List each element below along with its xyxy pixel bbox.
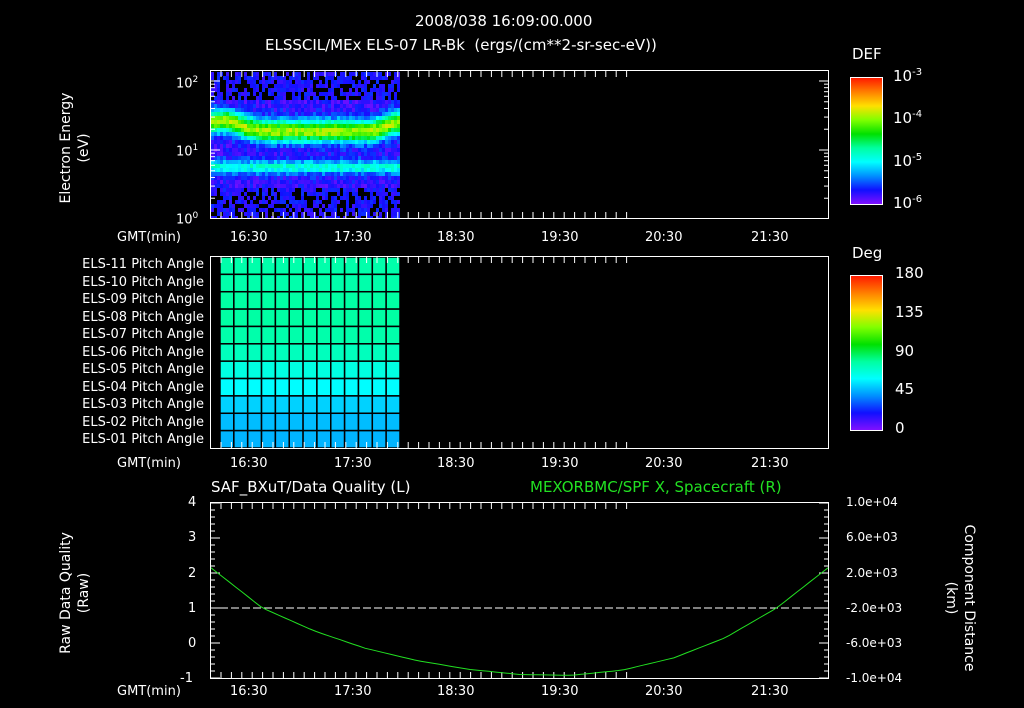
panel3-left-ytick: 4	[188, 495, 197, 510]
pitch-row-label: ELS-05 Pitch Angle	[82, 362, 204, 377]
panel1-cbar-label-1e-5: 10-5	[893, 152, 923, 170]
panel2-xtick-5: 20:30	[645, 456, 683, 471]
panel1-colorbar	[850, 77, 883, 205]
panel1-xtick-3: 18:30	[437, 230, 475, 245]
panel2-cbar-label-90: 90	[895, 342, 915, 360]
panel1-ylabel: Electron Energy (eV)	[57, 83, 93, 213]
panel3-right-ytick: 2.0e+03	[846, 566, 898, 580]
panel3-left-ytick: 1	[188, 601, 197, 616]
panel1-xaxis-label: GMT(min)	[117, 230, 181, 245]
pitch-row-label: ELS-10 Pitch Angle	[82, 274, 204, 290]
panel3-xaxis-label: GMT(min)	[117, 684, 181, 699]
panel3-right-ytick: -1.0e+04	[846, 671, 903, 685]
panel3-xtick-4: 19:30	[541, 684, 579, 699]
panel3-left-ytick: 2	[188, 566, 197, 581]
panel2-colorbar	[850, 275, 883, 431]
panel1-xtick-1: 16:30	[230, 230, 268, 245]
line-plot-image	[210, 502, 829, 679]
panel2-cbar-label-45: 45	[895, 380, 915, 398]
panel3-right-ytick: 6.0e+03	[846, 530, 898, 544]
panel1-ylabel-line1: Electron Energy	[58, 92, 74, 204]
panel2-cbar-label-135: 135	[895, 303, 924, 321]
panel2-cbar-label-180: 180	[895, 264, 924, 282]
pitch-row-label: ELS-07 Pitch Angle	[82, 327, 204, 342]
panel3-right-ylabel: Component Distance (km)	[942, 518, 978, 678]
plot-subtitle: ELSSCIL/MEx ELS-07 LR-Bk (ergs/(cm**2-sr…	[265, 36, 657, 54]
panel1-xtick-2: 17:30	[334, 230, 372, 245]
panel2-xtick-2: 17:30	[334, 456, 372, 471]
line-plot	[210, 502, 829, 679]
panel1-cbar-label-1e-3: 10-3	[893, 67, 923, 85]
pitch-row-label: ELS-09 Pitch Angle	[82, 292, 204, 307]
panel2-xaxis-label: GMT(min)	[117, 456, 181, 471]
panel2-xtick-6: 21:30	[751, 456, 789, 471]
panel3-right-ytick: 1.0e+04	[846, 495, 898, 509]
pitch-angle-image	[210, 256, 829, 449]
panel3-left-ylabel-line2: (Raw)	[76, 572, 92, 614]
panel3-right-ytick: -6.0e+03	[846, 636, 903, 650]
panel3-right-ylabel-line1: Component Distance	[961, 524, 977, 672]
panel3-xtick-1: 16:30	[230, 684, 268, 699]
panel3-xtick-6: 21:30	[751, 684, 789, 699]
spectrogram-plot	[210, 70, 829, 219]
panel2-cbar-label-0: 0	[895, 419, 905, 437]
pitch-row-label: ELS-02 Pitch Angle	[82, 414, 204, 430]
panel1-xtick-4: 19:30	[541, 230, 579, 245]
panel3-left-ylabel: Raw Data Quality (Raw)	[57, 528, 93, 658]
pitch-row-label: ELS-11 Pitch Angle	[82, 257, 204, 272]
panel1-colorbar-title: DEF	[852, 45, 882, 63]
panel3-left-title: SAF_BXuT/Data Quality (L)	[211, 478, 411, 496]
panel3-right-title: MEXORBMC/SPF X, Spacecraft (R)	[530, 478, 782, 496]
panel3-left-ylabel-line1: Raw Data Quality	[58, 532, 74, 654]
pitch-row-label: ELS-01 Pitch Angle	[82, 432, 204, 447]
panel3-left-ytick: 3	[188, 530, 197, 545]
panel2-xtick-3: 18:30	[437, 456, 475, 471]
panel1-ylabel-line2: (eV)	[76, 133, 92, 163]
panel1-ytick-100: 102	[176, 75, 199, 92]
panel1-cbar-label-1e-6: 10-6	[893, 194, 923, 212]
plot-datetime: 2008/038 16:09:00.000	[415, 12, 593, 30]
panel3-right-ylabel-line2: (km)	[943, 581, 959, 615]
panel2-xtick-1: 16:30	[230, 456, 268, 471]
panel1-ytick-10: 101	[176, 143, 199, 160]
panel3-right-ytick: -2.0e+03	[846, 601, 903, 615]
panel3-xtick-3: 18:30	[437, 684, 475, 699]
pitch-row-label: ELS-03 Pitch Angle	[82, 397, 204, 412]
panel3-xtick-2: 17:30	[334, 684, 372, 699]
spectrogram-image	[210, 70, 829, 219]
pitch-row-label: ELS-04 Pitch Angle	[82, 379, 204, 395]
pitch-row-label: ELS-06 Pitch Angle	[82, 344, 204, 360]
panel1-xtick-6: 21:30	[751, 230, 789, 245]
panel2-xtick-4: 19:30	[541, 456, 579, 471]
panel3-left-ytick: -1	[180, 671, 193, 686]
pitch-angle-plot	[210, 256, 829, 449]
panel1-cbar-label-1e-4: 10-4	[893, 109, 923, 127]
panel1-xtick-5: 20:30	[645, 230, 683, 245]
panel3-left-ytick: 0	[188, 636, 197, 651]
panel1-ytick-1: 100	[176, 211, 199, 228]
panel2-colorbar-title: Deg	[852, 244, 883, 262]
panel3-xtick-5: 20:30	[645, 684, 683, 699]
pitch-row-label: ELS-08 Pitch Angle	[82, 309, 204, 325]
